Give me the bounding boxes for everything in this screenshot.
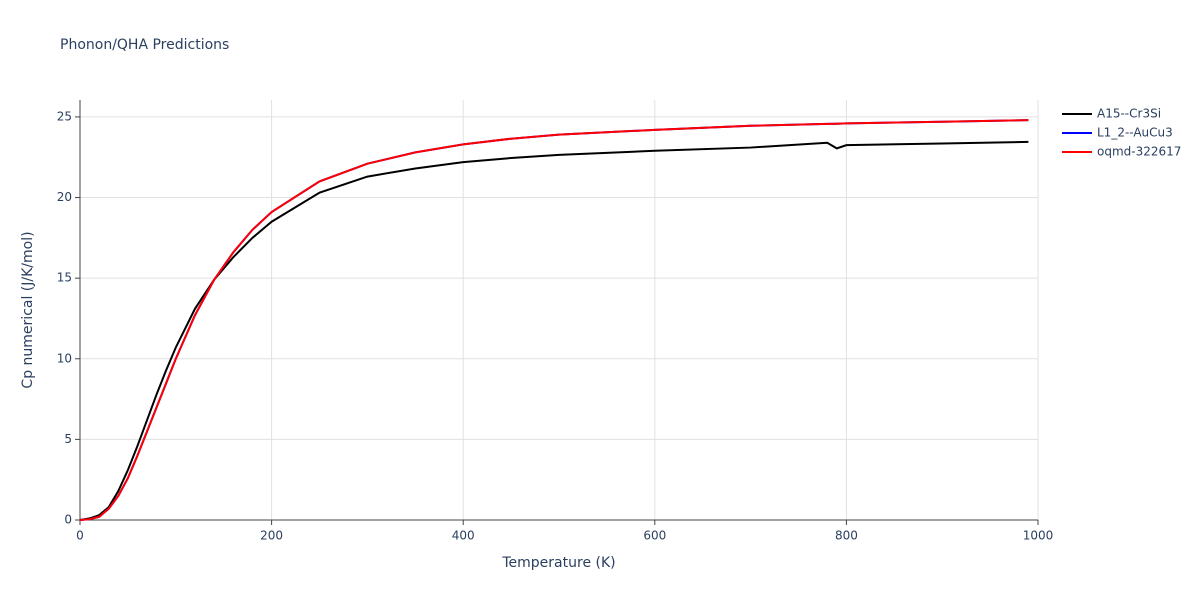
y-tick-label: 5 [64,432,72,446]
legend-label: oqmd-322617 [1097,145,1181,159]
y-tick-label: 0 [64,513,72,527]
x-tick-label: 800 [835,529,858,543]
legend-label: L1_2--AuCu3 [1097,126,1173,140]
chart-title: Phonon/QHA Predictions [60,37,229,53]
x-tick-label: 200 [260,529,283,543]
x-tick-label: 600 [643,529,666,543]
x-tick-label: 400 [452,529,475,543]
x-tick-label: 1000 [1023,529,1054,543]
x-axis-title: Temperature (K) [501,555,615,571]
y-tick-label: 25 [57,109,72,123]
series-line [79,140,1029,521]
y-axis-title: Cp numerical (J/K/mol) [20,231,36,388]
series-line [79,119,1029,521]
y-tick-label: 20 [57,190,72,204]
y-tick-label: 10 [57,351,72,365]
x-tick-label: 0 [76,529,84,543]
legend-label: A15--Cr3Si [1097,107,1161,121]
series-line [79,119,1029,521]
y-tick-label: 15 [57,271,72,285]
